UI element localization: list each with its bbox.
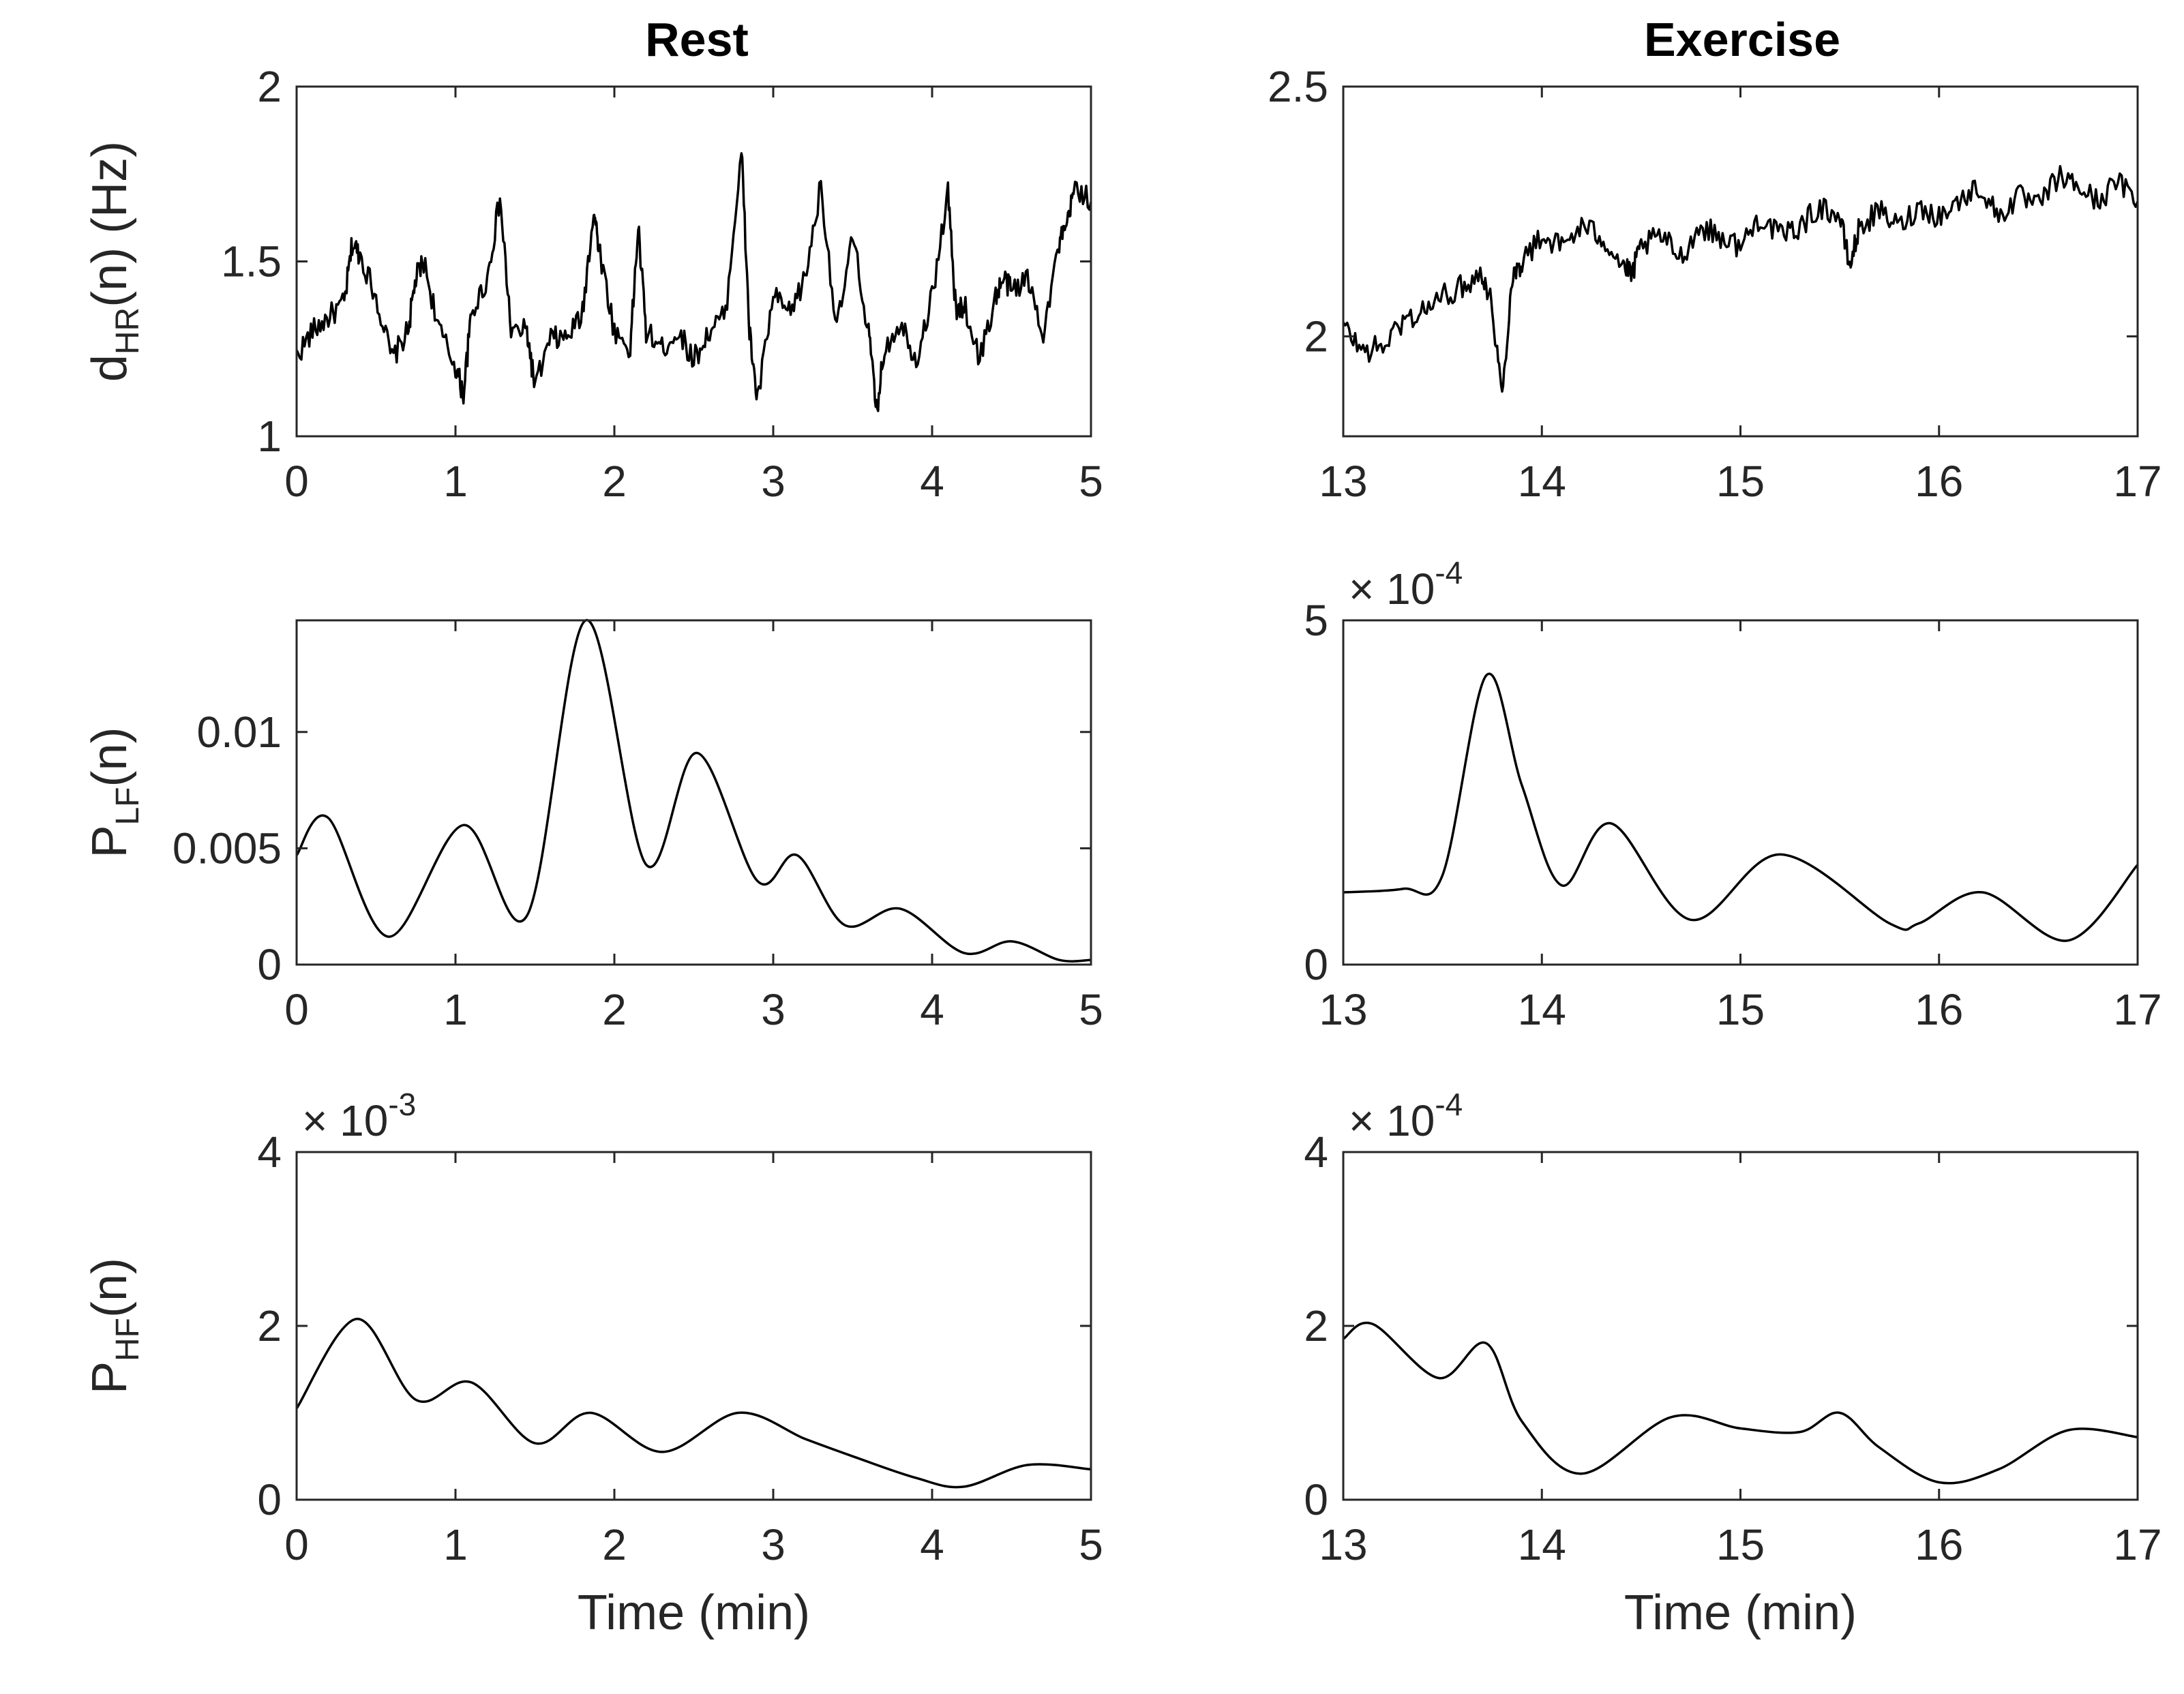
- y-tick-label: 0: [257, 1475, 282, 1524]
- y-tick-label: 1.5: [221, 237, 282, 286]
- x-tick-label: 14: [1518, 1520, 1566, 1569]
- exercise-phf-xlabel: Time (min): [1624, 1586, 1857, 1640]
- exercise-plf-panel: 13 14 15 16 17 0 5 × 10-4: [1304, 555, 2161, 1034]
- rest-dhr-axes-box: [295, 85, 1092, 438]
- x-tick-label: 15: [1716, 985, 1765, 1034]
- y-tick-label: 0: [257, 940, 282, 989]
- rest-plf-panel: 0 1 2 3 4 5 0 0.005 0.01 PLF(n): [83, 619, 1103, 1034]
- y-tick-label: 2.5: [1268, 62, 1328, 111]
- x-tick-label: 3: [761, 1520, 786, 1569]
- exercise-phf-exponent-label: × 10-4: [1349, 1087, 1463, 1145]
- x-tick-label: 13: [1319, 1520, 1367, 1569]
- exercise-plf-exponent-label: × 10-4: [1349, 555, 1463, 614]
- y-tick-label: 0: [1304, 1475, 1328, 1524]
- x-tick-label: 14: [1518, 985, 1566, 1034]
- y-tick-label: 2: [257, 1301, 282, 1350]
- y-tick-label: 0: [1304, 940, 1328, 989]
- exercise-dhr-panel: 13 14 15 16 17 2 2.5: [1268, 62, 2162, 506]
- exercise-dhr-series-line: [1342, 165, 2139, 393]
- x-tick-label: 15: [1716, 1520, 1765, 1569]
- rest-dhr-ylabel: dHR(n) (Hz): [83, 141, 146, 382]
- x-tick-label: 3: [761, 457, 786, 506]
- rest-plf-series-line: [295, 619, 1092, 963]
- exercise-phf-panel: 13 14 15 16 17 0 2 4 × 10-4 Time (min): [1304, 1087, 2161, 1640]
- x-tick-label: 17: [2113, 457, 2161, 506]
- y-tick-label: 0.005: [173, 823, 282, 873]
- rest-phf-series-line: [295, 1318, 1092, 1489]
- rest-dhr-series-line: [295, 152, 1092, 412]
- exercise-phf-axes-box: [1342, 1151, 2139, 1501]
- y-tick-label: 1: [257, 412, 282, 461]
- x-tick-label: 5: [1079, 985, 1103, 1034]
- exercise-column-title: Exercise: [1644, 13, 1840, 66]
- x-tick-label: 16: [1915, 457, 1963, 506]
- exercise-dhr-axes-box: [1342, 85, 2139, 438]
- x-tick-label: 0: [284, 1520, 309, 1569]
- rest-plf-axes-box: [295, 619, 1092, 966]
- exercise-plf-series-line: [1343, 672, 2139, 942]
- y-tick-label: 2: [1304, 1301, 1328, 1350]
- x-tick-label: 3: [761, 985, 786, 1034]
- x-tick-label: 14: [1518, 457, 1566, 506]
- x-tick-label: 0: [284, 457, 309, 506]
- y-tick-label: 2: [1304, 312, 1328, 361]
- x-tick-label: 15: [1716, 457, 1765, 506]
- y-tick-label: 4: [1304, 1128, 1328, 1177]
- x-tick-label: 13: [1319, 457, 1367, 506]
- x-tick-label: 17: [2113, 1520, 2161, 1569]
- x-tick-label: 16: [1915, 1520, 1963, 1569]
- x-tick-label: 5: [1079, 1520, 1103, 1569]
- x-tick-label: 0: [284, 985, 309, 1034]
- x-tick-label: 4: [920, 985, 944, 1034]
- exercise-phf-series-line: [1342, 1321, 2138, 1485]
- x-tick-label: 17: [2113, 985, 2161, 1034]
- y-tick-label: 5: [1304, 596, 1328, 645]
- x-tick-label: 4: [920, 457, 944, 506]
- rest-phf-xlabel: Time (min): [578, 1586, 810, 1640]
- x-tick-label: 1: [443, 457, 468, 506]
- rest-phf-ylabel: PHF(n): [83, 1258, 146, 1394]
- x-tick-label: 4: [920, 1520, 944, 1569]
- x-tick-label: 1: [443, 1520, 468, 1569]
- x-tick-label: 16: [1915, 985, 1963, 1034]
- x-tick-label: 13: [1319, 985, 1367, 1034]
- x-tick-label: 5: [1079, 457, 1103, 506]
- y-tick-label: 0.01: [196, 708, 282, 757]
- x-tick-label: 2: [602, 457, 627, 506]
- rest-phf-axes-box: [295, 1151, 1092, 1501]
- x-tick-label: 2: [602, 1520, 627, 1569]
- x-tick-label: 1: [443, 985, 468, 1034]
- rest-column-title: Rest: [645, 13, 749, 66]
- rest-phf-panel: 0 1 2 3 4 5 0 2 4 × 10-3 PHF(n) Time (min): [83, 1087, 1103, 1640]
- y-tick-label: 2: [257, 62, 282, 111]
- x-tick-label: 2: [602, 985, 627, 1034]
- rest-plf-ylabel: PLF(n): [83, 727, 146, 858]
- rest-phf-exponent-label: × 10-3: [302, 1087, 416, 1145]
- y-tick-label: 4: [257, 1128, 282, 1177]
